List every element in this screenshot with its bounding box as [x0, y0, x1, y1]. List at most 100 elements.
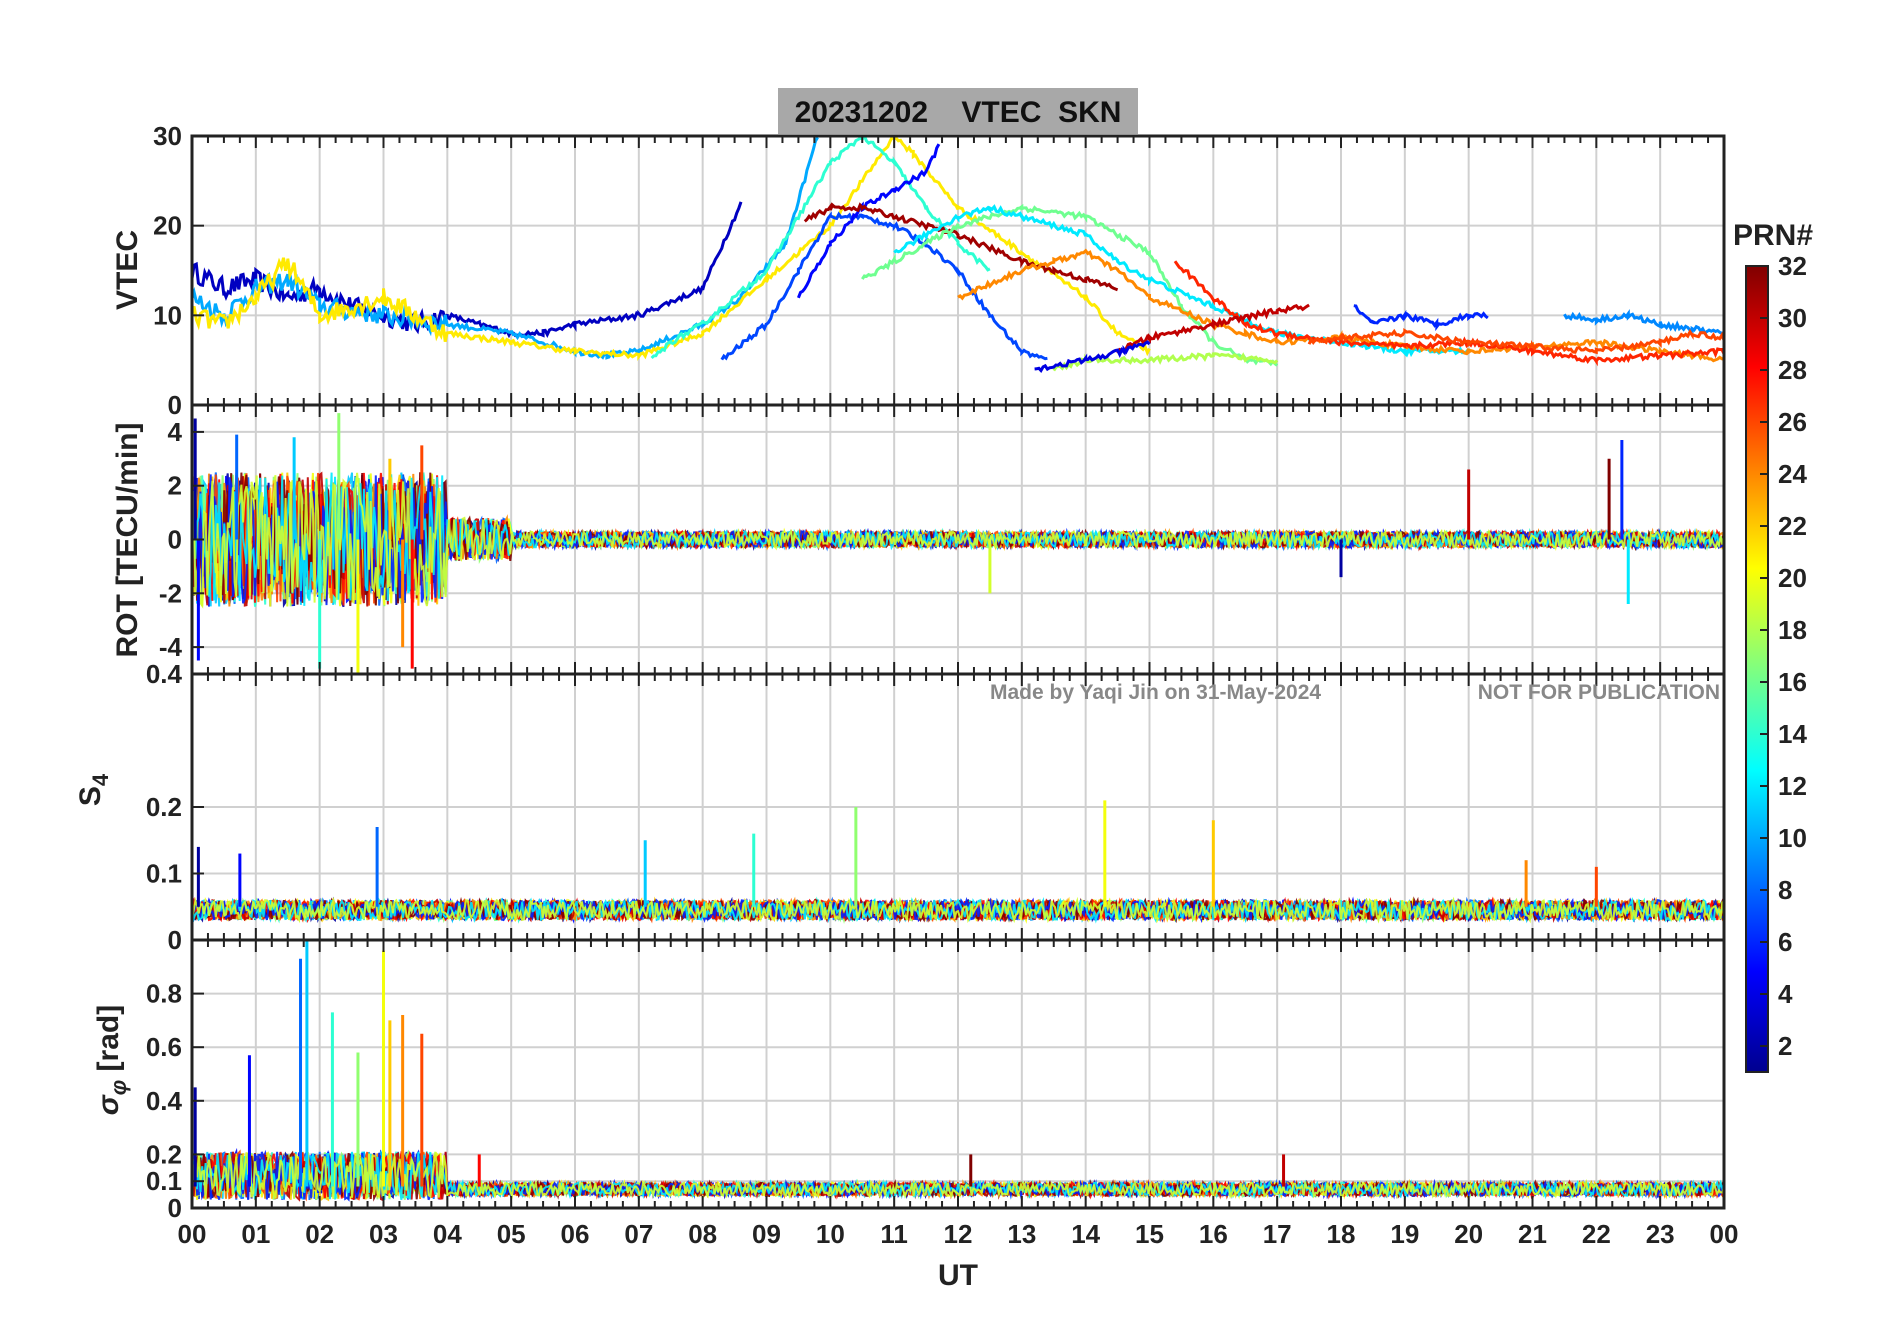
vtec-panel: 30 20 10 — [153, 121, 1726, 407]
y-tick-label: 0.1 — [146, 859, 182, 889]
vtec-series-line — [650, 136, 991, 360]
x-tick-label: 12 — [944, 1219, 973, 1249]
x-tick-label: 07 — [624, 1219, 653, 1249]
x-tick-label: 22 — [1582, 1219, 1611, 1249]
y-tick-label: 0.4 — [146, 1086, 183, 1116]
y-tick-label: 0.6 — [146, 1032, 182, 1062]
chart-title: 20231202 VTEC SKN — [795, 96, 1122, 129]
y-tick-label: 0.8 — [146, 979, 182, 1009]
colorbar-tick-label: 14 — [1778, 719, 1807, 749]
colorbar-title: PRN# — [1733, 219, 1813, 252]
rot-ylabel: ROT [TECU/min] — [111, 423, 144, 658]
colorbar-tick-label: 28 — [1778, 355, 1807, 385]
colorbar-tick-label: 4 — [1778, 979, 1793, 1009]
x-tick-label: 19 — [1390, 1219, 1419, 1249]
x-tick-label: 16 — [1199, 1219, 1228, 1249]
x-axis-ticks: 00 01 02 03 04 05 06 07 08 09 10 11 12 13 14 15 16 17 18 19… — [178, 1219, 1739, 1249]
trace-line — [192, 1150, 1724, 1200]
x-tick-label: 08 — [688, 1219, 717, 1249]
s4-panel: 0.4 0.2 0.1 0 — [146, 659, 1726, 955]
vtec-series-line — [1307, 327, 1724, 355]
trace-line — [192, 472, 1724, 606]
x-tick-label: 23 — [1646, 1219, 1675, 1249]
colorbar-tick-label: 10 — [1778, 823, 1807, 853]
colorbar-tick-label: 2 — [1778, 1031, 1792, 1061]
x-tick-label: 04 — [433, 1219, 462, 1249]
vtec-series-line — [797, 143, 941, 299]
x-tick-label: 17 — [1263, 1219, 1292, 1249]
y-tick-label: 30 — [153, 121, 182, 151]
colorbar-tick-label: 30 — [1778, 303, 1807, 333]
vtec-ylabel: VTEC — [111, 230, 144, 310]
colorbar-tick-label: 16 — [1778, 667, 1807, 697]
trace-line — [192, 896, 1724, 924]
x-tick-label: 01 — [241, 1219, 270, 1249]
x-tick-label: 20 — [1454, 1219, 1483, 1249]
colorbar-tick-label: 18 — [1778, 615, 1807, 645]
sigma-phi-panel: 0.8 0.6 0.4 0.20.10 — [146, 938, 1726, 1223]
x-tick-label: 14 — [1071, 1219, 1100, 1249]
sigma-phi-ylabel: σφ [rad] — [92, 1005, 131, 1115]
vtec-series-line — [192, 136, 1151, 361]
vtec-series-line — [720, 211, 1048, 361]
y-tick-label: 20 — [153, 211, 182, 241]
colorbar — [1745, 265, 1769, 1073]
vtec-series-line — [1563, 309, 1724, 336]
x-tick-label: 18 — [1327, 1219, 1356, 1249]
x-tick-label: 21 — [1518, 1219, 1547, 1249]
colorbar-tick-label: 24 — [1778, 459, 1807, 489]
vtec-series-line — [192, 136, 819, 360]
x-tick-label: 10 — [816, 1219, 845, 1249]
y-tick-label: 10 — [153, 300, 182, 330]
colorbar-tick-label: 20 — [1778, 563, 1807, 593]
title-box — [778, 88, 1138, 134]
y-tick-label: 0.2 — [146, 1139, 182, 1169]
colorbar-tick-label: 22 — [1778, 511, 1807, 541]
vtec-series-line — [1173, 260, 1724, 367]
s4-ylabel: S4 — [74, 773, 113, 806]
data-layer — [192, 800, 1724, 924]
y-tick-label: 0 — [168, 390, 182, 420]
x-tick-label: 11 — [880, 1219, 908, 1249]
data-layer — [192, 413, 1724, 674]
x-tick-label: 00 — [178, 1219, 207, 1249]
x-tick-label: 03 — [369, 1219, 398, 1249]
y-tick-label: 0.4 — [146, 659, 183, 689]
x-tick-label: 02 — [305, 1219, 334, 1249]
x-axis-label: UT — [938, 1259, 978, 1292]
y-tick-label: 0 — [168, 925, 182, 955]
colorbar-tick-label: 26 — [1778, 407, 1807, 437]
vtec-series-line — [803, 202, 1119, 292]
y-tick-label: -4 — [159, 632, 183, 662]
y-tick-label: 0 — [168, 525, 182, 555]
y-tick-label: 0.1 — [146, 1166, 182, 1196]
watermark-notice: NOT FOR PUBLICATION — [1478, 681, 1720, 704]
y-tick-label: 4 — [168, 417, 183, 447]
watermark-author: Made by Yaqi Jin on 31-May-2024 — [990, 681, 1321, 704]
colorbar-tick-label: 12 — [1778, 771, 1807, 801]
colorbar-tick-label: 8 — [1778, 875, 1792, 905]
colorbar-tick-label: 6 — [1778, 927, 1792, 957]
y-tick-label: -2 — [159, 578, 182, 608]
colorbar-tick-label: 32 — [1778, 251, 1807, 281]
vtec-series-line — [1116, 303, 1310, 354]
data-layer — [192, 940, 1724, 1202]
vtec-series-line — [192, 201, 743, 339]
vtec-series-line — [1353, 304, 1489, 332]
y-tick-label: 0.2 — [146, 792, 182, 822]
x-tick-label: 05 — [497, 1219, 526, 1249]
x-tick-label: 06 — [561, 1219, 590, 1249]
x-tick-label: 09 — [752, 1219, 781, 1249]
x-tick-label: 13 — [1007, 1219, 1036, 1249]
vtec-series-line — [861, 203, 1279, 367]
vtec-series-line — [1034, 340, 1151, 373]
y-tick-label: 2 — [168, 471, 182, 501]
data-layer — [192, 136, 1724, 373]
vtec-series-line — [1052, 352, 1279, 372]
x-tick-label: 15 — [1135, 1219, 1164, 1249]
colorbar-ticks: 32 30 28 26 24 22 20 18 16 14 12 10 8 6 4 2 — [1760, 251, 1807, 1061]
y-tick-label: 0 — [168, 1193, 182, 1223]
x-tick-label: 00 — [1710, 1219, 1739, 1249]
